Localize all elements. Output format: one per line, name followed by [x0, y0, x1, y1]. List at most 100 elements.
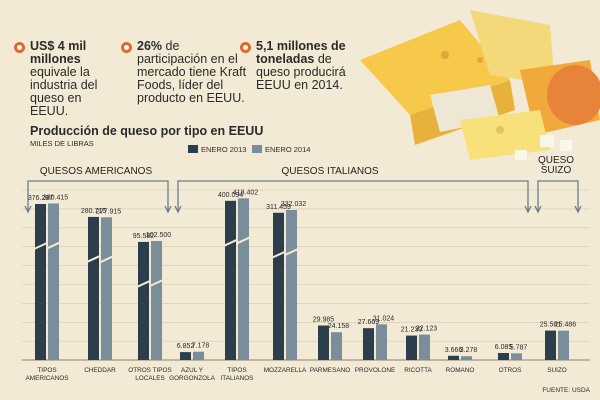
category-label: RICOTTA — [404, 367, 432, 374]
data-label: 277.915 — [96, 208, 121, 215]
bar-2014-9 — [461, 356, 472, 360]
legend-swatch-2013 — [188, 145, 198, 153]
data-label: 27.669 — [358, 319, 380, 326]
data-label: 418.402 — [233, 189, 258, 196]
legend-2013: ENERO 2013 — [188, 145, 246, 154]
bar-2013-11 — [545, 330, 556, 360]
bar-2014-7 — [376, 324, 387, 360]
axis-break-mark — [236, 236, 251, 245]
bar-2014-1 — [101, 217, 112, 360]
group-label: SUIZO — [541, 165, 572, 176]
legend-2014: ENERO 2014 — [252, 145, 310, 154]
data-label: 332.032 — [281, 201, 306, 208]
group-bracket-1 — [177, 180, 529, 211]
axis-break-mark — [33, 242, 48, 250]
axis-break-mark — [149, 279, 164, 287]
category-label: ROMANO — [446, 367, 475, 374]
data-label: 3.278 — [460, 347, 478, 354]
chart-title: Producción de queso por tipo en EEUU — [30, 124, 264, 138]
data-label: 21.230 — [401, 327, 423, 334]
category-label: LOCALES — [135, 375, 164, 382]
group-label: QUESOS AMERICANOS — [40, 166, 153, 177]
bar-2014-4 — [238, 198, 249, 360]
bullet-icon — [240, 42, 251, 53]
category-label: TIPOS — [227, 367, 246, 374]
bracket-arrow-left-icon — [24, 205, 32, 214]
data-label: 29.985 — [313, 317, 335, 324]
category-label: ITALIANOS — [221, 375, 254, 382]
bar-2013-3 — [180, 352, 191, 360]
axis-break-mark — [223, 238, 238, 247]
bracket-arrow-right-icon — [574, 205, 582, 214]
data-label: 6.852 — [177, 343, 195, 350]
data-label: 400.094 — [218, 192, 243, 199]
bar-2013-4 — [225, 200, 236, 360]
group-label-bg — [38, 164, 154, 178]
group-label: QUESOS ITALIANOS — [281, 166, 378, 177]
data-label: 102.500 — [146, 232, 171, 239]
bar-2013-2 — [138, 241, 149, 360]
category-label: MOZZARELLA — [264, 367, 307, 374]
category-label: PARMESANO — [310, 367, 350, 374]
bar-2014-3 — [193, 351, 204, 360]
category-label: SUIZO — [547, 367, 567, 374]
data-label: 25.486 — [555, 322, 577, 329]
axis-break-mark — [271, 250, 286, 259]
category-label: TIPOS — [37, 367, 56, 374]
data-label: 5.787 — [510, 344, 528, 351]
data-label: 280.715 — [81, 208, 106, 215]
bracket-arrow-left-icon — [174, 205, 182, 214]
data-label: 6.085 — [495, 344, 513, 351]
group-label-bg — [536, 153, 576, 177]
data-label: 376.297 — [28, 195, 53, 202]
bar-2014-5 — [286, 210, 297, 360]
category-label: PROVOLONE — [355, 367, 396, 374]
axis-break-mark — [284, 248, 299, 256]
data-label: 25.581 — [540, 322, 562, 329]
bar-2013-6 — [318, 325, 329, 360]
bullet-icon — [121, 42, 132, 53]
bar-2014-0 — [48, 203, 59, 360]
chart-subtitle: MILES DE LIBRAS — [30, 139, 94, 148]
bar-2013-0 — [35, 204, 46, 360]
bar-2013-1 — [88, 216, 99, 360]
bar-2014-6 — [331, 332, 342, 360]
axis-break-mark — [86, 255, 101, 263]
category-label: OTROS TIPOS — [128, 367, 172, 374]
group-label: QUESO — [538, 155, 574, 166]
bracket-arrow-right-icon — [164, 205, 172, 214]
axis-break-mark — [136, 280, 151, 288]
data-label: 22.123 — [416, 326, 438, 333]
category-label: AZUL Y — [181, 367, 204, 374]
category-label: AMERICANOS — [26, 375, 69, 382]
data-label: 31.024 — [373, 315, 395, 322]
data-label: 3.666 — [445, 347, 463, 354]
cheese-illustration — [360, 10, 600, 160]
bracket-arrow-right-icon — [524, 205, 532, 214]
axis-break-mark — [99, 255, 114, 264]
data-label: 95.582 — [133, 233, 155, 240]
legend-swatch-2014 — [252, 145, 262, 153]
category-label: GORGONZOLA — [169, 375, 216, 382]
source-note: FUENTE: USDA — [542, 387, 590, 394]
bar-2014-10 — [511, 353, 522, 360]
data-label: 7.178 — [192, 343, 210, 350]
data-label: 311.459 — [266, 204, 291, 211]
bar-2013-9 — [448, 355, 459, 360]
bar-2014-2 — [151, 240, 162, 360]
category-label: CHEDDAR — [84, 367, 116, 374]
data-label: 24.158 — [328, 323, 350, 330]
group-label-bg — [275, 164, 385, 178]
bar-2014-11 — [558, 330, 569, 360]
bar-2013-10 — [498, 353, 509, 360]
bar-2013-7 — [363, 328, 374, 360]
group-bracket-2 — [537, 180, 579, 211]
bullet-icon — [14, 42, 25, 53]
bar-2014-8 — [419, 334, 430, 360]
category-label: OTROS — [499, 367, 522, 374]
bar-2013-5 — [273, 212, 284, 360]
data-label: 380.415 — [43, 194, 68, 201]
group-bracket-0 — [27, 180, 169, 211]
bar-2013-8 — [406, 335, 417, 360]
